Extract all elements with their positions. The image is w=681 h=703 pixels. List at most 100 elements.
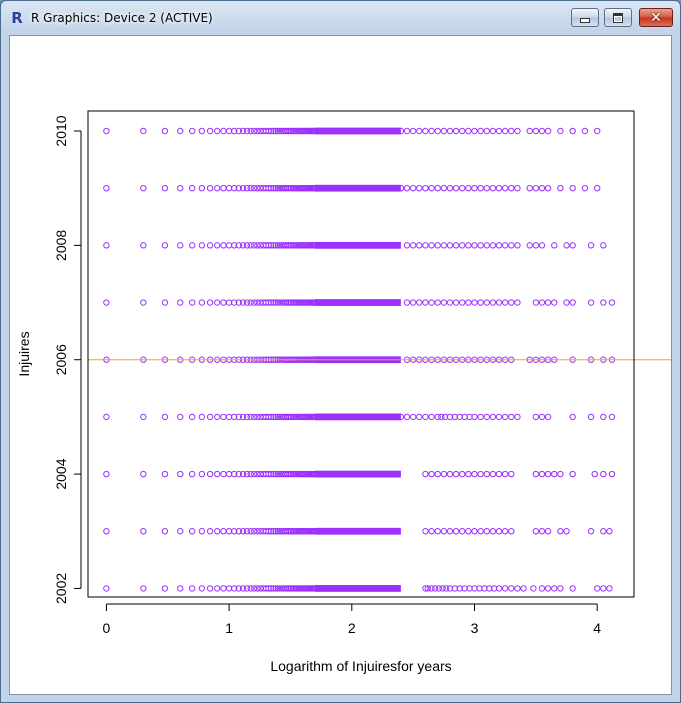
data-point bbox=[446, 299, 454, 306]
data-point bbox=[434, 184, 441, 192]
data-point bbox=[267, 184, 275, 192]
data-point bbox=[489, 184, 497, 192]
dense-point-band bbox=[314, 299, 401, 306]
data-point bbox=[270, 127, 277, 135]
data-point bbox=[508, 127, 515, 135]
data-point bbox=[495, 127, 503, 135]
data-point bbox=[270, 528, 277, 535]
data-point bbox=[188, 184, 196, 192]
data-point bbox=[557, 184, 564, 192]
data-point bbox=[274, 242, 282, 249]
data-point bbox=[428, 585, 435, 592]
data-point bbox=[177, 470, 184, 478]
data-point bbox=[270, 242, 277, 249]
data-point bbox=[247, 470, 254, 478]
data-point bbox=[177, 413, 184, 421]
data-point bbox=[422, 585, 429, 592]
data-point bbox=[247, 585, 254, 592]
data-point bbox=[403, 413, 411, 421]
data-point bbox=[471, 470, 478, 478]
data-point bbox=[438, 413, 445, 421]
data-point bbox=[409, 413, 417, 421]
data-point bbox=[587, 528, 595, 535]
data-point bbox=[587, 299, 595, 306]
data-point bbox=[272, 299, 279, 306]
data-point bbox=[465, 184, 472, 192]
data-point bbox=[495, 470, 503, 478]
minimize-button[interactable] bbox=[571, 8, 599, 27]
data-point bbox=[287, 413, 295, 421]
data-point bbox=[274, 127, 282, 135]
data-point bbox=[250, 127, 258, 135]
data-point bbox=[267, 127, 275, 135]
data-point bbox=[250, 585, 258, 592]
data-point bbox=[220, 528, 227, 535]
data-point bbox=[403, 127, 411, 135]
data-point bbox=[440, 470, 448, 478]
data-point bbox=[428, 413, 435, 421]
data-point bbox=[230, 299, 238, 306]
data-point bbox=[270, 585, 277, 592]
data-point bbox=[434, 528, 441, 535]
data-point bbox=[501, 470, 509, 478]
data-point bbox=[508, 299, 515, 306]
data-point bbox=[465, 470, 472, 478]
data-point bbox=[287, 299, 295, 306]
data-point bbox=[198, 585, 206, 592]
data-point bbox=[471, 127, 478, 135]
data-point bbox=[188, 470, 196, 478]
data-point bbox=[465, 299, 472, 306]
title-bar[interactable]: R R Graphics: Device 2 (ACTIVE) ✕ bbox=[1, 1, 680, 35]
data-point bbox=[483, 413, 490, 421]
data-point bbox=[459, 528, 466, 535]
data-point bbox=[483, 299, 490, 306]
data-point bbox=[495, 528, 503, 535]
data-point bbox=[428, 470, 435, 478]
data-point bbox=[416, 184, 423, 192]
data-point bbox=[465, 242, 472, 249]
data-point bbox=[272, 413, 279, 421]
data-point bbox=[489, 413, 497, 421]
data-point bbox=[563, 528, 570, 535]
data-point bbox=[501, 585, 509, 592]
data-point bbox=[230, 528, 238, 535]
dense-point-band bbox=[314, 241, 401, 249]
data-point bbox=[161, 585, 169, 592]
data-point bbox=[508, 528, 515, 535]
x-tick-label: 4 bbox=[593, 620, 601, 636]
y-tick-label: 2008 bbox=[53, 230, 69, 261]
data-point bbox=[230, 127, 238, 135]
data-point bbox=[247, 242, 254, 249]
data-point bbox=[432, 585, 439, 592]
data-point bbox=[235, 528, 242, 535]
data-point bbox=[220, 470, 227, 478]
data-point bbox=[403, 242, 411, 249]
data-point bbox=[272, 470, 279, 478]
data-point bbox=[608, 299, 616, 306]
data-point bbox=[206, 585, 214, 592]
data-point bbox=[287, 585, 295, 592]
data-point bbox=[103, 528, 110, 535]
data-point bbox=[608, 470, 616, 478]
data-point bbox=[501, 242, 509, 249]
data-point bbox=[557, 528, 564, 535]
data-point bbox=[514, 127, 521, 135]
maximize-button[interactable] bbox=[604, 8, 632, 27]
data-point bbox=[508, 242, 515, 249]
data-point bbox=[477, 470, 484, 478]
data-point bbox=[459, 127, 466, 135]
data-point bbox=[188, 299, 196, 306]
data-point bbox=[254, 528, 261, 535]
data-point bbox=[267, 299, 275, 306]
data-point bbox=[544, 413, 552, 421]
close-button[interactable]: ✕ bbox=[639, 8, 673, 27]
data-point bbox=[422, 528, 429, 535]
data-point bbox=[214, 413, 221, 421]
data-point bbox=[563, 299, 570, 306]
data-point bbox=[267, 585, 275, 592]
data-point bbox=[544, 528, 552, 535]
data-point bbox=[230, 470, 238, 478]
data-point bbox=[270, 413, 277, 421]
data-point bbox=[206, 299, 214, 306]
data-point bbox=[198, 127, 206, 135]
